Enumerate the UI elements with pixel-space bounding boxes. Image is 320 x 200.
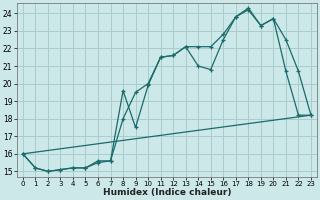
X-axis label: Humidex (Indice chaleur): Humidex (Indice chaleur) xyxy=(103,188,231,197)
